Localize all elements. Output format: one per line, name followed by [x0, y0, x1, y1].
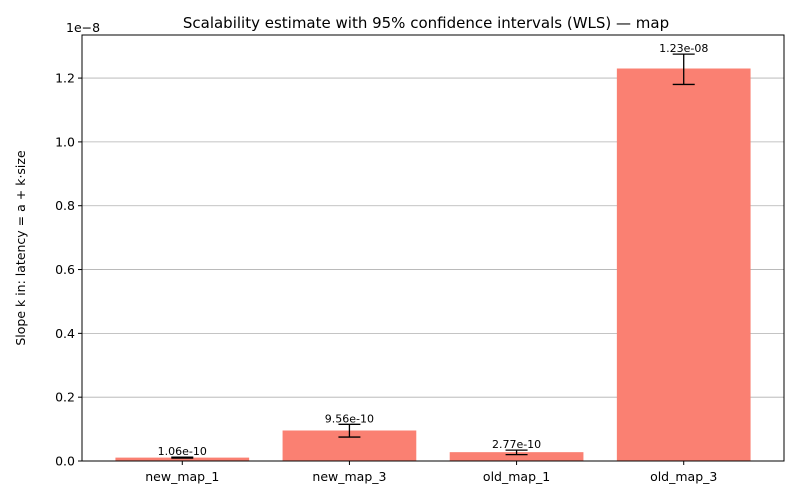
bar-old_map_1 [449, 452, 584, 461]
x-axis-ticks: new_map_1 new_map_3 old_map_1 old_map_3 [145, 461, 717, 484]
data-label-old_map_3: 1.23e-08 [659, 42, 708, 55]
data-label-new_map_3: 9.56e-10 [325, 412, 374, 425]
plot-frame [81, 34, 785, 462]
data-labels: 1.06e-10 9.56e-10 2.77e-10 1.23e-08 [158, 42, 709, 458]
bars [115, 68, 751, 461]
y-tick-label: 1.0 [55, 134, 75, 149]
chart-title: Scalability estimate with 95% confidence… [183, 14, 669, 32]
y-axis-scale-offset: 1e−8 [66, 20, 100, 35]
bar-new_map_1 [115, 457, 250, 461]
y-axis-label: Slope k in: latency = a + k·size [13, 150, 28, 346]
data-label-new_map_1: 1.06e-10 [158, 445, 207, 458]
x-tick-label-old_map_1: old_map_1 [483, 469, 550, 484]
x-tick-label-new_map_3: new_map_3 [312, 469, 386, 484]
y-tick-label: 0.4 [55, 326, 75, 341]
data-label-old_map_1: 2.77e-10 [492, 438, 541, 451]
y-axis-ticks: 0.0 0.2 0.4 0.6 0.8 1.0 1.2 [55, 71, 82, 469]
x-tick-label-old_map_3: old_map_3 [650, 469, 717, 484]
x-tick-label-new_map_1: new_map_1 [145, 469, 219, 484]
y-tick-label: 0.8 [55, 198, 75, 213]
y-tick-label: 0.6 [55, 262, 75, 277]
y-tick-label: 1.2 [55, 71, 75, 86]
y-tick-label: 0.2 [55, 390, 75, 405]
error-bars [171, 53, 695, 459]
bar-old_map_3 [616, 68, 751, 461]
y-tick-label: 0.0 [55, 454, 75, 469]
